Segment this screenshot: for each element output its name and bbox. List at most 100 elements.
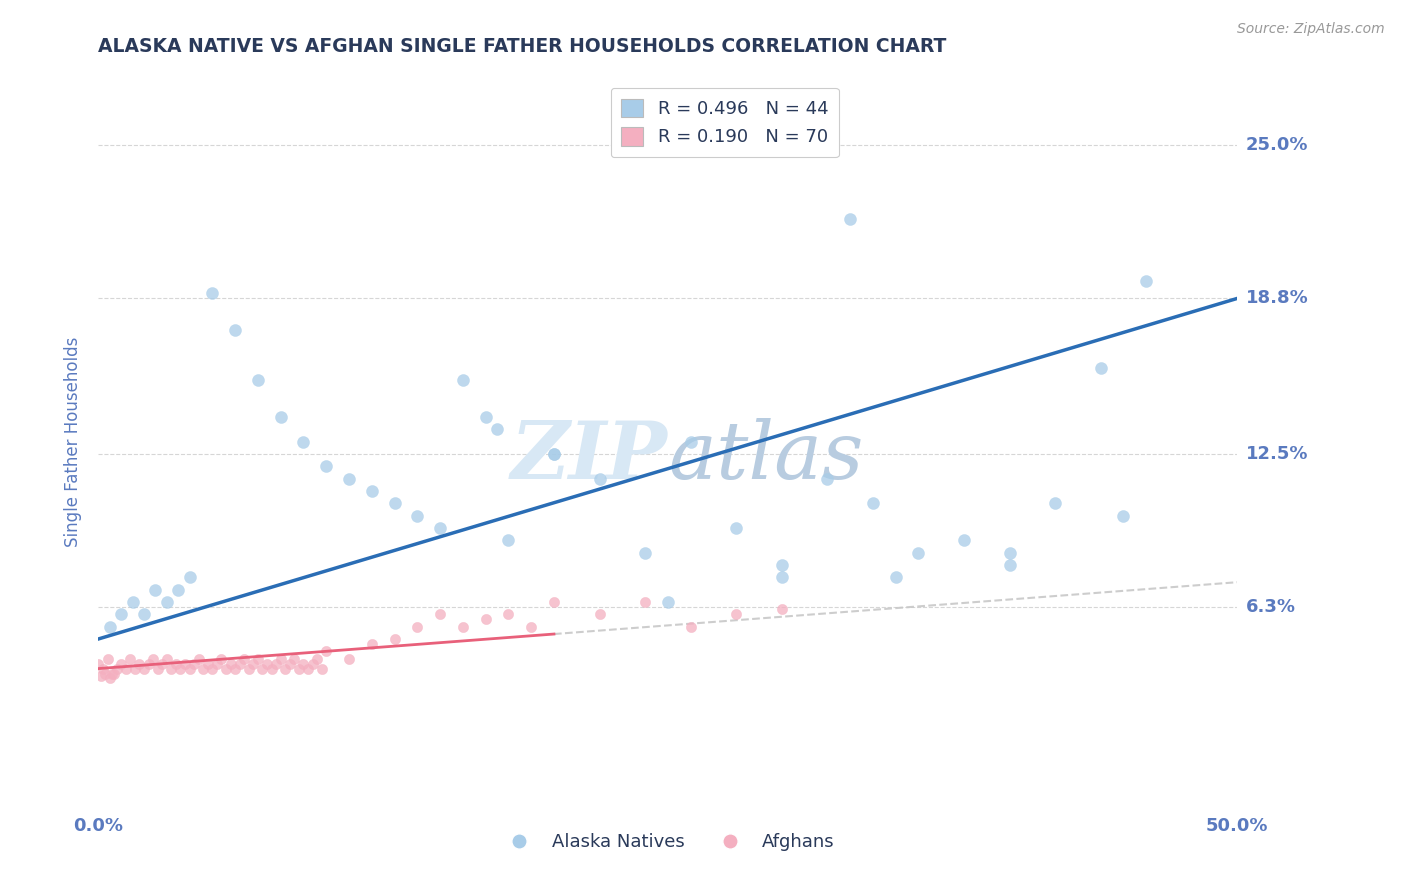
Point [156,651,179,665]
Point [98,672,121,686]
Point [142,651,165,665]
Point [193,662,215,676]
Point [160,662,183,676]
Point [246,651,269,665]
Point [91,662,114,676]
Point [215,662,238,676]
Point [174,657,197,671]
Point [315,459,337,474]
Point [384,632,406,646]
Point [1135,274,1157,288]
Point [233,651,256,665]
Text: 18.8%: 18.8% [1246,289,1309,308]
Point [209,651,232,665]
Point [98,619,121,633]
Point [124,662,146,676]
Point [167,582,190,597]
Text: Source: ZipAtlas.com: Source: ZipAtlas.com [1237,22,1385,37]
Point [94,666,117,681]
Point [278,657,301,671]
Point [337,471,360,485]
Point [201,662,224,676]
Point [429,607,451,622]
Point [270,651,292,665]
Point [270,409,292,424]
Text: ALASKA NATIVE VS AFGHAN SINGLE FATHER HOUSEHOLDS CORRELATION CHART: ALASKA NATIVE VS AFGHAN SINGLE FATHER HO… [98,37,946,56]
Point [451,373,474,387]
Point [588,471,610,485]
Point [224,324,246,338]
Point [998,546,1021,560]
Point [307,651,329,665]
Point [815,471,838,485]
Point [770,602,793,616]
Point [1043,496,1066,510]
Point [114,662,136,676]
Point [998,558,1021,572]
Point [138,657,160,671]
Point [219,657,242,671]
Point [498,607,520,622]
Point [87,657,110,671]
Point [96,651,118,665]
Point [165,657,187,671]
Point [288,662,311,676]
Point [145,582,167,597]
Point [588,607,610,622]
Y-axis label: Single Father Households: Single Father Households [65,336,83,547]
Point [406,619,429,633]
Point [201,286,224,301]
Point [1090,360,1112,375]
Point [132,607,155,622]
Text: 25.0%: 25.0% [1246,136,1308,154]
Text: atlas: atlas [668,417,863,495]
Point [543,447,565,461]
Point [132,662,155,676]
Point [360,483,382,498]
Point [205,657,228,671]
Point [103,666,125,681]
Text: ZIP: ZIP [510,417,668,495]
Point [301,657,323,671]
Point [839,212,862,227]
Point [187,651,209,665]
Point [337,651,360,665]
Point [679,434,702,449]
Point [169,662,191,676]
Point [242,657,264,671]
Point [238,662,260,676]
Point [128,657,150,671]
Point [110,657,132,671]
Point [725,607,748,622]
Text: 12.5%: 12.5% [1246,445,1308,463]
Point [260,662,283,676]
Point [725,521,748,535]
Point [498,533,520,548]
Point [634,595,657,609]
Point [311,662,333,676]
Point [264,657,287,671]
Point [384,496,406,510]
Point [197,657,219,671]
Point [953,533,976,548]
Point [274,662,297,676]
Point [246,373,269,387]
Legend: Alaska Natives, Afghans: Alaska Natives, Afghans [494,826,842,858]
Point [474,409,496,424]
Point [657,595,679,609]
Point [315,644,337,658]
Point [360,637,382,651]
Point [105,662,128,676]
Point [884,570,907,584]
Point [252,662,274,676]
Point [121,595,143,609]
Point [679,619,702,633]
Point [179,662,201,676]
Point [90,669,112,683]
Point [770,570,793,584]
Point [486,422,509,436]
Point [907,546,929,560]
Point [451,619,474,633]
Point [520,619,543,633]
Point [146,662,169,676]
